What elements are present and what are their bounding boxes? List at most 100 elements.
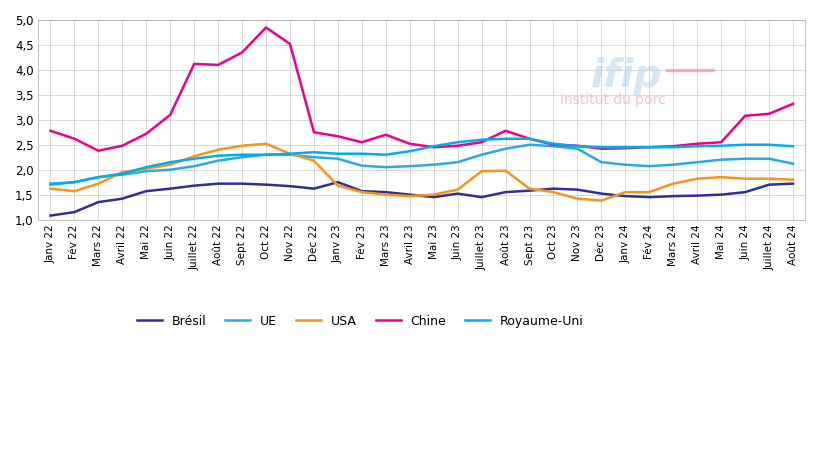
Chine [333, 133, 342, 139]
Royaume-Uni [237, 152, 247, 157]
Brésil [572, 187, 581, 192]
USA [117, 169, 127, 175]
Royaume-Uni [93, 174, 103, 180]
Royaume-Uni [381, 152, 391, 157]
USA [428, 192, 438, 198]
USA [333, 183, 342, 189]
Royaume-Uni [333, 151, 342, 156]
Line: Brésil: Brésil [51, 182, 792, 216]
UE [333, 156, 342, 162]
Brésil [691, 193, 701, 199]
UE [715, 157, 725, 163]
UE [787, 161, 797, 166]
UE [667, 162, 677, 167]
USA [260, 141, 270, 146]
USA [70, 188, 79, 194]
Brésil [763, 182, 773, 188]
Chine [500, 128, 510, 134]
USA [715, 174, 725, 180]
UE [548, 144, 558, 149]
Brésil [117, 196, 127, 201]
USA [524, 186, 534, 191]
Royaume-Uni [70, 179, 79, 185]
USA [476, 168, 486, 174]
Royaume-Uni [787, 144, 797, 149]
Brésil [381, 189, 391, 195]
UE [452, 159, 462, 165]
UE [70, 179, 79, 185]
Chine [548, 142, 558, 147]
Chine [117, 143, 127, 148]
Brésil [141, 188, 151, 194]
USA [740, 176, 749, 182]
UE [476, 152, 486, 157]
UE [572, 146, 581, 152]
UE [644, 164, 654, 169]
UE [500, 146, 510, 152]
Brésil [405, 192, 414, 198]
Brésil [740, 189, 749, 195]
Chine [260, 25, 270, 30]
USA [381, 192, 391, 198]
UE [309, 155, 319, 160]
UE [213, 158, 223, 164]
Chine [740, 113, 749, 118]
Chine [715, 139, 725, 145]
UE [237, 155, 247, 160]
Brésil [356, 188, 366, 194]
Royaume-Uni [356, 151, 366, 156]
USA [405, 193, 414, 199]
USA [452, 187, 462, 192]
Chine [476, 139, 486, 145]
UE [405, 164, 414, 169]
UE [381, 164, 391, 170]
Brésil [620, 193, 630, 199]
Royaume-Uni [189, 156, 199, 162]
Royaume-Uni [452, 139, 462, 145]
UE [763, 156, 773, 162]
Brésil [452, 191, 462, 197]
USA [620, 189, 630, 195]
Line: USA: USA [51, 144, 792, 201]
Brésil [189, 183, 199, 189]
Chine [644, 145, 654, 150]
Brésil [595, 191, 605, 197]
Brésil [213, 181, 223, 186]
Royaume-Uni [405, 148, 414, 154]
Chine [428, 145, 438, 150]
USA [500, 168, 510, 173]
USA [763, 176, 773, 182]
Chine [595, 146, 605, 152]
Brésil [524, 188, 534, 193]
UE [620, 162, 630, 167]
Chine [285, 41, 295, 47]
Chine [381, 132, 391, 137]
Brésil [93, 199, 103, 205]
Chine [189, 61, 199, 67]
USA [787, 177, 797, 182]
UE [93, 174, 103, 180]
Chine [70, 136, 79, 142]
Chine [524, 136, 534, 142]
Text: ifip: ifip [590, 57, 661, 95]
Royaume-Uni [141, 164, 151, 170]
Chine [572, 143, 581, 148]
USA [309, 158, 319, 164]
USA [667, 181, 677, 186]
Brésil [476, 194, 486, 200]
Royaume-Uni [165, 159, 175, 165]
Brésil [548, 186, 558, 191]
USA [691, 176, 701, 182]
Royaume-Uni [309, 149, 319, 155]
UE [428, 162, 438, 167]
Brésil [309, 186, 319, 191]
Royaume-Uni [500, 136, 510, 142]
Chine [620, 146, 630, 151]
Chine [93, 148, 103, 154]
Chine [763, 111, 773, 117]
Line: Chine: Chine [51, 27, 792, 151]
UE [165, 167, 175, 173]
Chine [46, 128, 56, 134]
Royaume-Uni [213, 153, 223, 159]
Brésil [333, 179, 342, 185]
